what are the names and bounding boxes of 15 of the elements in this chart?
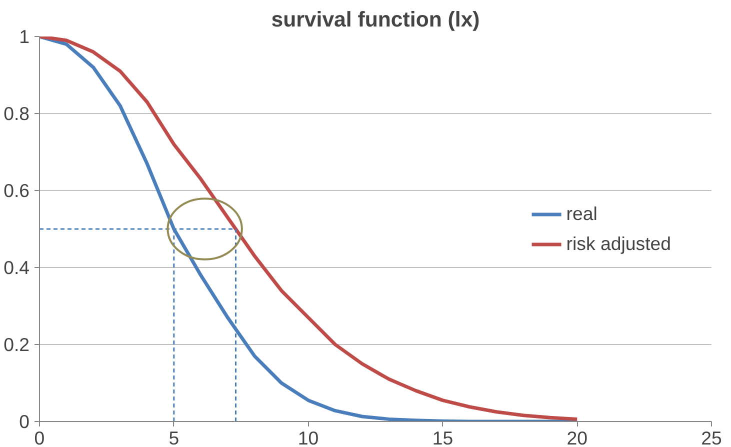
x-tick-label: 10 [298,428,319,447]
y-tick-label: 0.4 [4,257,30,278]
x-tick-label: 15 [432,428,454,447]
chart-title: survival function (lx) [271,8,480,32]
x-tick-label: 25 [701,428,722,447]
x-tick-label: 0 [34,428,45,447]
y-tick-label: 0 [19,411,30,432]
x-tick-label: 20 [566,428,588,447]
y-tick-label: 0.2 [4,334,30,355]
x-tick-label: 5 [168,428,180,447]
legend-label: real [566,202,598,224]
y-tick-label: 1 [19,26,30,47]
y-tick-label: 0.8 [4,103,30,124]
y-tick-label: 0.6 [4,180,30,201]
legend-label: risk adjusted [566,232,671,254]
